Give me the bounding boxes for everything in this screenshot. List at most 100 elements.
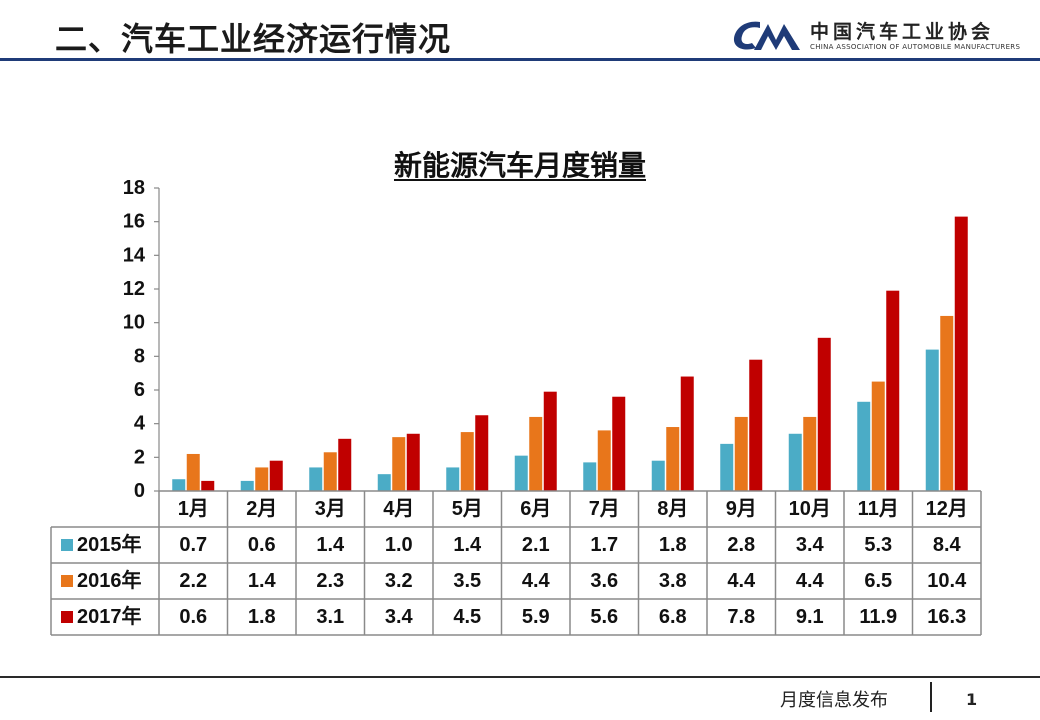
data-label: 3.1 (316, 606, 344, 628)
data-label: 1.4 (316, 534, 345, 556)
data-label: 10.4 (927, 570, 967, 592)
bar-2015年-2月 (240, 480, 254, 491)
bar-2017年-12月 (954, 216, 968, 491)
bar-2015年-12月 (925, 349, 939, 491)
data-label: 16.3 (927, 606, 966, 628)
y-tick-label: 10 (123, 312, 145, 334)
logo-text: 中国汽车工业协会 (810, 21, 995, 43)
bar-2016年-7月 (597, 430, 611, 491)
data-label: 8.4 (933, 534, 962, 556)
data-label: 1.0 (385, 534, 413, 556)
bar-2015年-8月 (651, 460, 665, 491)
caam-logo: 中国汽车工业协会 CHINA ASSOCIATION OF AUTOMOBILE… (730, 16, 1020, 56)
data-label: 1.8 (248, 606, 276, 628)
bar-2017年-1月 (201, 480, 215, 491)
x-category-label: 1月 (178, 498, 209, 520)
legend-label: 2016年 (77, 568, 142, 592)
legend-label: 2017年 (77, 604, 142, 628)
data-label: 4.4 (522, 570, 551, 592)
bar-2017年-4月 (406, 433, 420, 491)
bar-2016年-2月 (255, 467, 269, 491)
data-label: 6.5 (864, 570, 892, 592)
bar-2015年-6月 (514, 455, 528, 491)
y-tick-label: 8 (134, 345, 145, 367)
page-number: 1 (966, 690, 978, 709)
legend-swatch-2015年 (61, 539, 73, 551)
bar-2017年-7月 (612, 396, 626, 491)
bar-2016年-6月 (529, 416, 543, 491)
data-label: 2.8 (727, 534, 755, 556)
data-label: 0.7 (179, 534, 207, 556)
bar-2017年-2月 (269, 460, 283, 491)
x-category-label: 2月 (246, 498, 277, 520)
bar-2017年-9月 (749, 359, 763, 491)
data-label: 1.4 (453, 534, 482, 556)
x-category-label: 12月 (926, 498, 968, 520)
page-title: 二、汽车工业经济运行情况 (55, 20, 452, 58)
bar-2017年-11月 (886, 290, 900, 491)
data-label: 1.4 (248, 570, 277, 592)
bar-2016年-4月 (392, 437, 406, 491)
caam-emblem-icon (733, 21, 800, 50)
x-category-label: 8月 (657, 498, 688, 520)
footer-text: 月度信息发布 (780, 690, 888, 711)
y-tick-label: 16 (123, 211, 145, 233)
bar-2017年-5月 (475, 415, 489, 491)
y-tick-label: 0 (134, 480, 145, 502)
data-label: 9.1 (796, 606, 824, 628)
data-label: 0.6 (248, 534, 276, 556)
bar-2015年-10月 (788, 433, 802, 491)
data-label: 2.3 (316, 570, 344, 592)
y-tick-label: 4 (134, 413, 146, 435)
x-category-label: 4月 (383, 498, 414, 520)
bar-2016年-10月 (803, 416, 817, 491)
data-label: 5.6 (590, 606, 618, 628)
bar-2015年-7月 (583, 462, 597, 491)
data-label: 2.2 (179, 570, 207, 592)
chart-title-container: 新能源汽车月度销量 (0, 144, 1040, 184)
chart-title: 新能源汽车月度销量 (393, 149, 646, 182)
bar-2017年-8月 (680, 376, 694, 491)
y-tick-label: 12 (123, 278, 145, 300)
y-tick-label: 6 (134, 379, 145, 401)
footer-divider (930, 682, 932, 712)
bar-2016年-1月 (186, 453, 200, 491)
bar-2015年-4月 (377, 474, 391, 491)
bar-2016年-8月 (666, 427, 680, 491)
data-label: 1.8 (659, 534, 687, 556)
data-label: 3.4 (796, 534, 825, 556)
bar-2015年-3月 (309, 467, 323, 491)
footer-rule (0, 676, 1040, 678)
bar-2016年-11月 (871, 381, 885, 491)
data-label: 3.4 (385, 606, 414, 628)
y-tick-label: 2 (134, 446, 145, 468)
data-label: 7.8 (727, 606, 755, 628)
bar-2015年-5月 (446, 467, 460, 491)
bar-2015年-11月 (857, 401, 871, 491)
legend-swatch-2017年 (61, 611, 73, 623)
data-label: 2.1 (522, 534, 550, 556)
bar-2017年-10月 (817, 337, 831, 491)
data-label: 4.5 (453, 606, 481, 628)
x-category-label: 11月 (858, 498, 899, 520)
data-label: 11.9 (859, 606, 897, 628)
data-label: 3.6 (590, 570, 618, 592)
data-label: 5.3 (864, 534, 892, 556)
x-category-label: 7月 (589, 498, 620, 520)
bar-2016年-3月 (323, 452, 337, 491)
data-label: 3.5 (453, 570, 481, 592)
bar-2015年-9月 (720, 443, 734, 491)
x-category-label: 3月 (315, 498, 346, 520)
bar-2016年-12月 (940, 315, 954, 491)
data-label: 6.8 (659, 606, 687, 628)
legend-label: 2015年 (77, 532, 142, 556)
data-label: 1.7 (590, 534, 618, 556)
data-label: 4.4 (727, 570, 756, 592)
bar-2017年-6月 (543, 391, 557, 491)
data-label: 3.8 (659, 570, 687, 592)
y-tick-label: 18 (123, 177, 145, 199)
x-category-label: 9月 (726, 498, 757, 520)
legend-swatch-2016年 (61, 575, 73, 587)
data-label: 0.6 (179, 606, 207, 628)
